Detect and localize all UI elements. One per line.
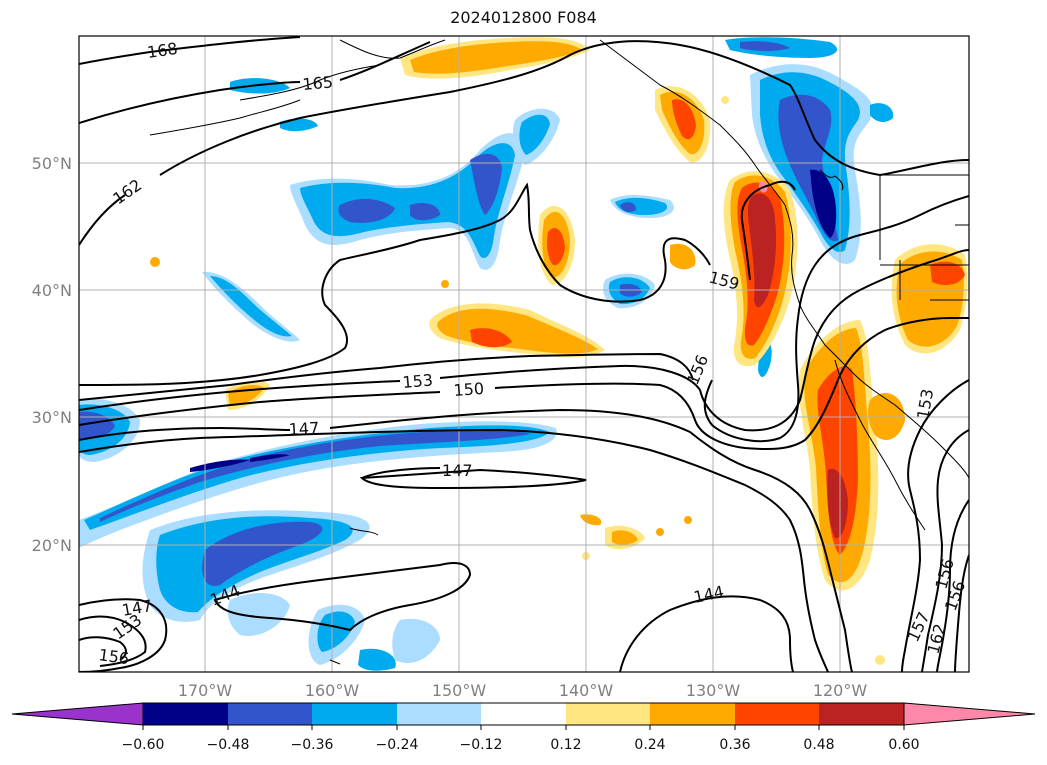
- lon-label-150w: 150°W: [432, 681, 487, 700]
- colorbar-tick-label: −0.48: [207, 737, 250, 753]
- colorbar-swatch: [566, 703, 650, 725]
- lat-label-20n: 20°N: [32, 536, 72, 555]
- positive-field: [150, 37, 968, 665]
- colorbar-swatch: [650, 703, 735, 725]
- lon-label-170w: 170°W: [178, 681, 233, 700]
- height-contours: [79, 36, 969, 672]
- colorbar-tick-label: −0.36: [291, 737, 334, 753]
- colorbar-swatch: [819, 703, 904, 725]
- negative-field: [79, 37, 894, 671]
- colorbar-tick-label: −0.24: [376, 737, 419, 753]
- lon-label-160w: 160°W: [305, 681, 360, 700]
- colorbar-swatch: [481, 703, 566, 725]
- coastlines: [149, 39, 969, 665]
- contour-label: 165: [302, 72, 334, 94]
- lon-label-130w: 130°W: [686, 681, 741, 700]
- colorbar-tick-label: 0.12: [550, 737, 581, 753]
- contour-label: 168: [146, 39, 179, 62]
- lon-label-140w: 140°W: [559, 681, 614, 700]
- lat-label-40n: 40°N: [32, 281, 72, 300]
- colorbar-tick-label: 0.60: [888, 737, 919, 753]
- lon-label-120w: 120°W: [813, 681, 868, 700]
- lat-label-50n: 50°N: [32, 154, 72, 173]
- colorbar-tick-label: 0.24: [634, 737, 665, 753]
- contour-label: 150: [453, 379, 485, 400]
- lon-labels: 170°W 160°W 150°W 140°W 130°W 120°W: [178, 681, 868, 700]
- map-title: 2024012800 F084: [450, 8, 597, 27]
- contour-label: 147: [442, 461, 473, 480]
- colorbar-extend-low: [11, 702, 144, 726]
- contour-label: 147: [288, 418, 319, 439]
- colorbar-swatch: [735, 703, 819, 725]
- colorbar-tick-label: 0.36: [719, 737, 750, 753]
- colorbar-swatch: [312, 703, 397, 725]
- colorbar-swatch: [397, 703, 481, 725]
- contour-label: 153: [402, 370, 434, 392]
- graticule: [79, 36, 969, 672]
- colorbar-swatch: [228, 703, 312, 725]
- colorbar-swatch: [143, 703, 228, 725]
- map-frame: [78, 35, 970, 673]
- colorbar-tick-label: 0.48: [803, 737, 834, 753]
- colorbar-tick-label: −0.12: [460, 737, 503, 753]
- colorbar: −0.60 −0.48 −0.36 −0.24 −0.12 0.12 0.24 …: [11, 702, 1036, 753]
- colorbar-tick-label: −0.60: [122, 737, 165, 753]
- colorbar-extend-high: [903, 702, 1036, 726]
- lat-label-30n: 30°N: [32, 408, 72, 427]
- contour-label: 156: [97, 645, 130, 668]
- colorbar-frame: [142, 702, 905, 726]
- lat-labels: 50°N 40°N 30°N 20°N: [32, 154, 72, 555]
